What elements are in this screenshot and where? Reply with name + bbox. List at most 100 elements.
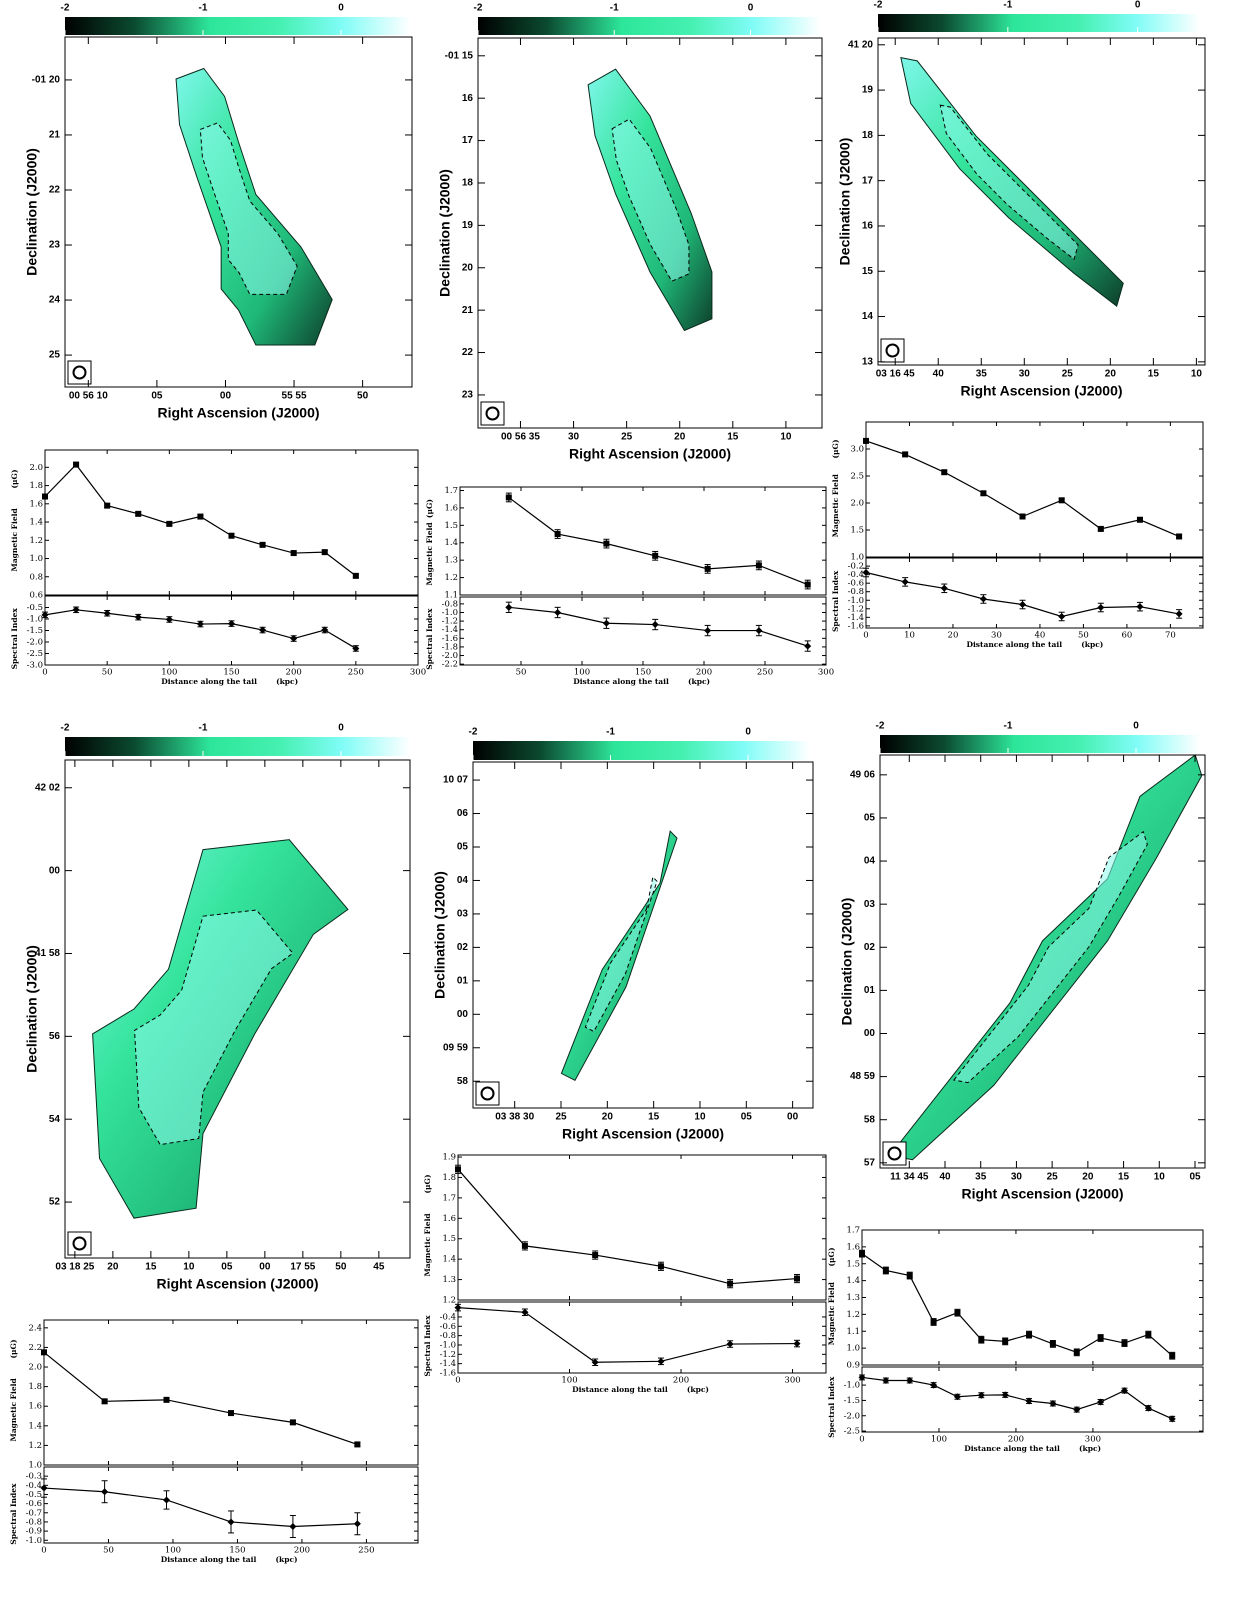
- marker: [321, 549, 328, 556]
- marker: [1019, 601, 1027, 609]
- marker: [755, 627, 763, 635]
- map-panel: -2 -1 0 -01 20 21 22 23 24 25 00 56 10 05 00 55 55 50…: [24, 3, 413, 421]
- marker: [353, 1520, 361, 1528]
- x-axis-unit: (kpc): [688, 677, 710, 686]
- x-tick-label: 40: [1035, 631, 1046, 641]
- x-axis-unit: (kpc): [687, 1385, 709, 1394]
- marker: [1073, 1406, 1081, 1414]
- marker: [72, 606, 80, 614]
- y-tick-label: -3.0: [27, 661, 43, 671]
- y-tick-label: 15: [862, 266, 874, 277]
- marker: [1001, 1391, 1009, 1399]
- y-tick-label: -0.6: [848, 579, 864, 589]
- y-tick-label: 1.4: [444, 538, 458, 548]
- y-tick-label: -1.4: [442, 625, 458, 635]
- marker: [1175, 610, 1183, 618]
- y-tick-label: 18: [862, 130, 874, 141]
- y-tick-label: -0.3: [26, 1472, 42, 1482]
- colorbar: [878, 14, 1200, 32]
- x-tick-label: 0: [42, 668, 47, 678]
- marker: [1176, 533, 1183, 540]
- y-axis-label: Declination (J2000): [24, 148, 40, 276]
- marker: [259, 541, 266, 548]
- profile-line: [457, 1307, 798, 1363]
- y-tick-label: 41 20: [848, 39, 873, 50]
- y-tick-label: 1.8: [29, 481, 43, 491]
- x-tick-label: 20: [674, 432, 686, 443]
- marker: [163, 1396, 170, 1403]
- y-tick-label: 1.7: [442, 1193, 456, 1203]
- y-tick-label: 09 59: [443, 1042, 468, 1053]
- x-tick-label: 03 18 25: [55, 1262, 94, 1273]
- x-tick-label: 50: [516, 668, 527, 678]
- y-axis-label: Spectral Index: [425, 608, 434, 670]
- y-tick-label: 1.5: [444, 521, 458, 531]
- marker: [554, 531, 561, 538]
- marker: [930, 1318, 937, 1325]
- profile-panel: 1.1 1.2 1.3 1.4 1.5 1.6 1.7 Magnetic Field (μG): [425, 486, 827, 601]
- y-tick-label: 04: [457, 875, 469, 886]
- colorbar-tick-label: 0: [1133, 721, 1139, 732]
- profile-panel: -0.5 -1.0-1.5 -2.0-2.5 -3.00 50 100 150 200 250 3…: [10, 595, 426, 686]
- y-tick-label: -0.2: [848, 562, 864, 572]
- contour: [584, 876, 658, 1033]
- marker: [1097, 1335, 1104, 1341]
- x-tick-label: 00: [259, 1262, 271, 1273]
- y-tick-label: -0.5: [27, 603, 43, 613]
- y-tick-label: -2.0: [844, 1411, 860, 1421]
- y-tick-label: 19: [862, 85, 874, 96]
- x-tick-label: 150: [229, 1546, 245, 1556]
- x-tick-label: 10: [694, 1112, 706, 1123]
- y-axis-label: Magnetic Field: [423, 1213, 432, 1277]
- marker: [980, 490, 987, 497]
- x-axis-label: Right Ascension (J2000): [961, 1186, 1123, 1202]
- y-tick-label: -01 15: [445, 50, 474, 61]
- plot-frame: [459, 596, 827, 666]
- marker: [42, 493, 48, 500]
- y-tick-label: 0.8: [29, 572, 43, 582]
- y-tick-label: 21: [49, 130, 61, 141]
- y-tick-label: -2.5: [844, 1427, 860, 1437]
- marker: [804, 642, 812, 650]
- contour: [199, 122, 298, 295]
- marker: [103, 609, 111, 617]
- y-tick-label: 01: [457, 975, 469, 986]
- y-tick-label: 1.4: [29, 518, 43, 528]
- y-tick-label: 23: [49, 240, 61, 251]
- y-axis-unit: (μG): [423, 1175, 432, 1194]
- y-tick-label: 1.2: [444, 573, 458, 583]
- y-tick-label: 24: [49, 295, 61, 306]
- marker: [1058, 497, 1065, 504]
- x-tick-label: 200: [286, 668, 302, 678]
- y-tick-label: -1.4: [440, 1359, 456, 1369]
- y-tick-label: 05: [457, 842, 469, 853]
- x-axis-label: Distance along the tail: [573, 677, 669, 686]
- y-tick-label: 23: [462, 390, 474, 401]
- x-axis-label: Distance along the tail: [964, 1444, 1060, 1453]
- x-axis-label: Distance along the tail: [161, 1555, 257, 1564]
- colorbar-tick-label: -2: [876, 721, 885, 732]
- y-tick-label: 58: [864, 1114, 876, 1125]
- y-tick-label: 17: [462, 135, 474, 146]
- y-tick-label: 2.0: [29, 463, 43, 473]
- x-tick-label: 70: [1165, 631, 1176, 641]
- x-tick-label: 00: [220, 391, 232, 402]
- y-tick-label: 03: [864, 899, 876, 910]
- y-tick-label: -0.8: [26, 1517, 42, 1527]
- y-tick-label: 13: [862, 356, 874, 367]
- x-tick-label: 00: [787, 1112, 799, 1123]
- marker: [977, 1391, 985, 1399]
- y-tick-label: 00: [864, 1028, 876, 1039]
- x-tick-label: 40: [939, 1172, 951, 1183]
- x-tick-label: 300: [784, 1376, 800, 1386]
- x-tick-label: 20: [107, 1262, 119, 1273]
- y-tick-label: 1.6: [846, 1242, 860, 1252]
- y-tick-label: 02: [457, 942, 469, 953]
- y-tick-label: 2.0: [850, 499, 864, 509]
- marker: [554, 608, 562, 616]
- x-tick-label: 15: [1118, 1172, 1130, 1183]
- marker: [859, 1250, 865, 1257]
- y-tick-label: 00: [457, 1009, 469, 1020]
- x-tick-label: 50: [103, 1546, 114, 1556]
